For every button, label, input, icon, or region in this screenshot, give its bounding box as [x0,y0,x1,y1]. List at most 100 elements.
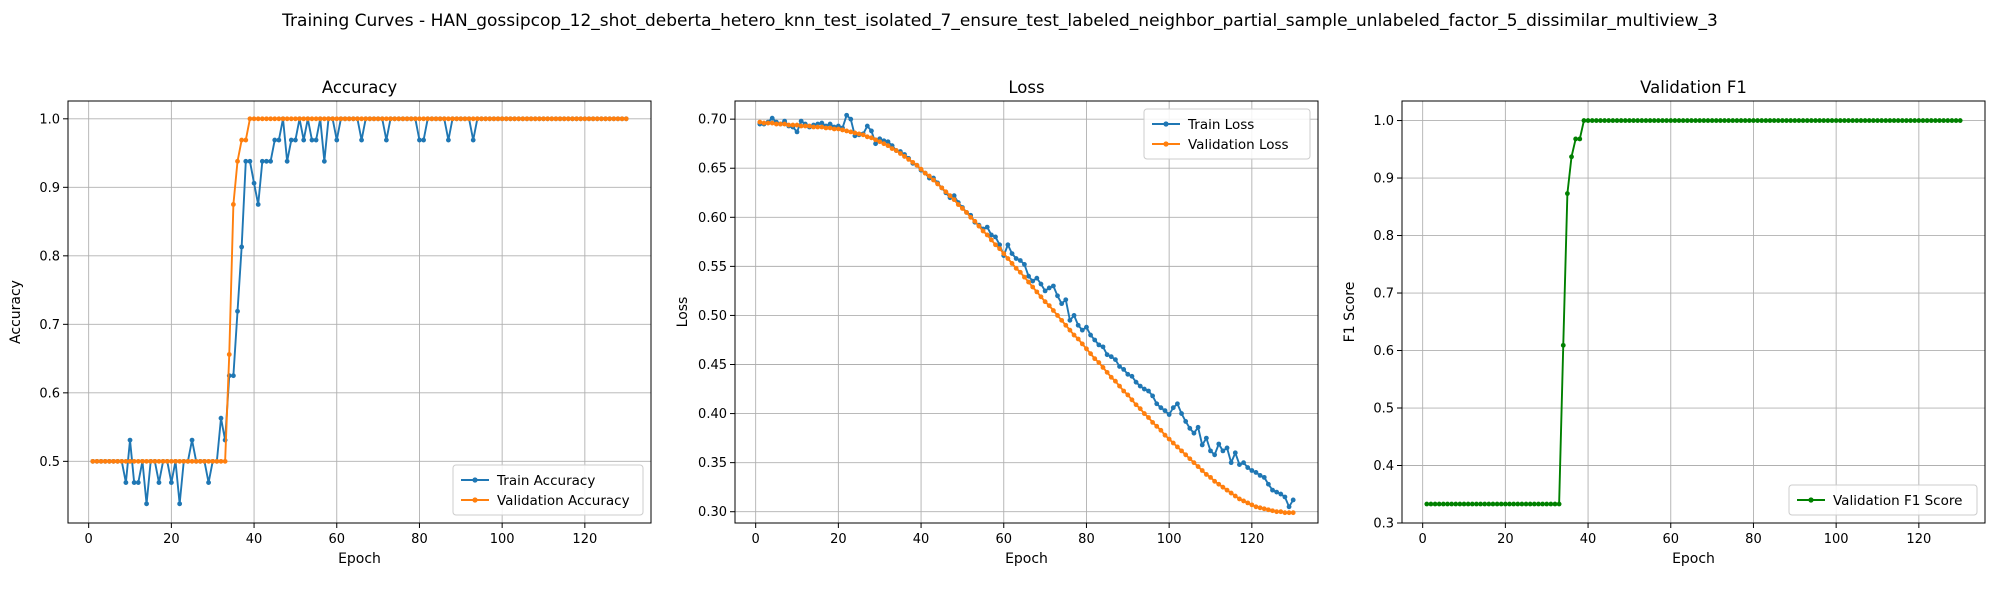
validation-loss-point [807,123,812,129]
validation-loss-point [1133,402,1139,408]
train-accuracy-point [259,158,265,164]
validation-f1-score-point [1651,118,1657,123]
validation-f1-xtick-label: 40 [1580,532,1597,547]
validation-f1-score-point [1672,118,1678,123]
validation-accuracy-point [417,116,422,122]
train-loss-point [1265,481,1271,487]
train-loss-point [1104,352,1110,358]
validation-f1-score-point [1560,342,1566,348]
validation-accuracy-point [164,458,170,464]
validation-loss-point [914,162,920,168]
train-loss-point [1195,424,1201,430]
validation-loss-point [1137,406,1143,412]
validation-loss-point [1088,351,1093,357]
validation-accuracy-point [264,116,269,122]
validation-loss-point [1199,468,1205,473]
validation-accuracy-point [570,116,575,122]
train-accuracy-point [239,244,245,250]
validation-accuracy-point [284,116,290,122]
train-loss-point [1121,367,1127,372]
train-loss-point [1183,419,1189,424]
validation-accuracy-point [615,116,621,122]
train-accuracy-point [383,137,389,143]
validation-loss-point [778,121,783,127]
validation-f1-score-point [1763,118,1769,123]
loss-ytick-label: 0.45 [698,358,727,373]
train-accuracy-point [189,437,195,443]
train-loss-point [1079,327,1085,333]
train-accuracy-point [268,158,273,164]
validation-accuracy-point [404,116,410,122]
validation-accuracy-point [144,458,149,464]
validation-accuracy-point [441,116,447,122]
validation-f1-score-point [1610,118,1616,123]
validation-f1-score-point [1461,501,1467,507]
validation-loss-point [1042,299,1048,305]
validation-f1-score-point [1564,191,1570,196]
accuracy-axes-frame [67,100,652,524]
validation-f1-score-point [1792,118,1798,123]
train-accuracy-legend-label: Train Accuracy [496,473,595,489]
validation-accuracy-point [168,458,174,464]
validation-f1-score-point [1536,501,1541,507]
train-loss-point [1108,354,1114,360]
validation-f1-ytick-label: 0.9 [1373,172,1394,187]
validation-f1-score-point [1813,118,1818,123]
train-loss-point [1063,297,1069,303]
train-loss-point [1166,412,1172,417]
validation-loss-point [931,177,936,183]
train-loss-point [1030,278,1036,284]
validation-f1-ytick-label: 0.7 [1373,287,1394,302]
train-loss-point [1026,273,1031,279]
validation-accuracy-point [466,116,472,122]
validation-loss-point [1038,294,1044,300]
validation-accuracy-point [156,458,162,464]
validation-f1-score-point [1693,118,1698,123]
validation-f1-score-point [1722,118,1727,123]
validation-loss-legend-label: Validation Loss [1188,137,1289,153]
validation-f1-score-point [1664,118,1670,123]
validation-accuracy-point [582,116,588,122]
validation-f1-score-point [1478,501,1483,507]
accuracy-ytick-label: 0.9 [39,181,60,196]
validation-f1-score-point [1668,118,1674,123]
validation-accuracy-point [185,458,191,464]
loss-xtick-label: 80 [1078,532,1095,547]
validation-loss-point [864,134,870,140]
train-loss-point [1208,448,1213,454]
validation-accuracy-point [181,458,187,464]
validation-accuracy-point [565,116,571,122]
validation-loss-point [906,156,912,162]
validation-f1-score-point [1928,118,1934,123]
validation-loss-point [1241,498,1246,504]
validation-f1-score-point [1424,501,1430,507]
validation-accuracy-point [586,116,592,122]
validation-accuracy-point [446,116,451,122]
validation-loss-point [1237,496,1242,502]
validation-accuracy-point [317,116,323,122]
validation-loss-point [1063,322,1069,328]
validation-loss-point [840,127,845,133]
validation-f1-score-point [1445,501,1450,507]
validation-accuracy-point [239,137,245,143]
validation-accuracy-point [102,458,108,464]
validation-loss-point [1208,474,1213,480]
validation-accuracy-point [437,116,443,122]
validation-loss-point [790,122,796,128]
train-loss-point [1261,474,1267,480]
validation-loss-point [786,122,792,128]
validation-loss-point [910,159,916,165]
validation-loss-point [988,237,994,243]
validation-accuracy-point [94,458,100,464]
validation-f1-score-point [1870,118,1876,123]
train-loss-point [1146,388,1151,394]
validation-accuracy-point [499,116,505,122]
validation-accuracy-point [574,116,579,122]
validation-loss-point [823,125,829,131]
train-loss-point [819,120,825,126]
train-loss-point [848,116,854,122]
loss-xtick-label: 100 [1157,532,1182,547]
validation-loss-point [955,202,961,207]
validation-accuracy-point [276,116,282,122]
accuracy-ytick-label: 0.7 [39,318,60,333]
